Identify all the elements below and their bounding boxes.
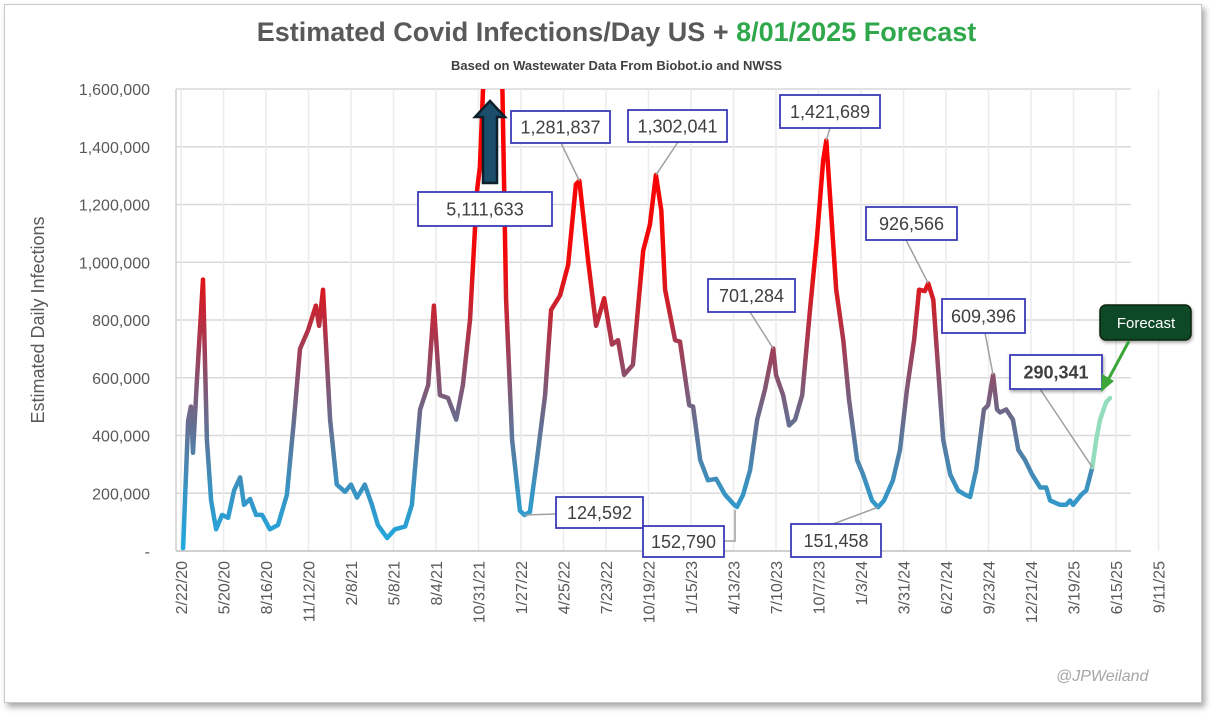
- title-main: Estimated Covid Infections/Day US +: [256, 17, 737, 47]
- y-tick-label: 1,000,000: [79, 255, 150, 272]
- forecast-callout-box: [1099, 304, 1192, 341]
- annotation-label: 5,111,633: [446, 200, 523, 220]
- x-tick-label: 12/21/24: [1024, 561, 1041, 623]
- forecast-arrow-shaft: [1106, 340, 1131, 381]
- annotation-label: 701,284: [719, 286, 784, 306]
- y-tick-label: 1,600,000: [79, 82, 150, 99]
- annotation-callout: 151,458: [790, 523, 882, 558]
- annotation-label: 1,302,041: [637, 117, 717, 137]
- x-tick-label: 9/11/25: [1152, 561, 1169, 613]
- x-tick-label: 5/20/20: [217, 561, 234, 614]
- x-tick-label: 11/12/20: [302, 561, 319, 622]
- annotation-callout: 701,284: [707, 278, 796, 313]
- forecast-callout-label: Forecast: [1117, 315, 1176, 332]
- annotation-box: [779, 94, 881, 129]
- x-tick-label: 1/15/23: [684, 561, 701, 614]
- annotation-label: 152,790: [651, 532, 716, 552]
- annotation-label: 124,592: [567, 503, 632, 523]
- y-tick-label: 200,000: [92, 486, 150, 503]
- chart-subtitle: Based on Wastewater Data From Biobot.io …: [450, 58, 783, 73]
- series-line-actual: [180, 89, 1095, 551]
- annotation-callout: 1,421,689: [779, 94, 881, 129]
- annotation-leader-line: [724, 509, 736, 542]
- annotation-callout: 1,302,041: [627, 109, 728, 143]
- annotation-callout: 124,592: [555, 496, 644, 529]
- annotation-callout: 1,281,837: [510, 110, 611, 144]
- x-tick-label: 1/3/24: [854, 561, 871, 606]
- y-tick-label: 1,200,000: [79, 198, 150, 215]
- annotation-leader-line: [905, 239, 929, 284]
- annotation-box: [510, 110, 611, 144]
- y-tick-label: 1,400,000: [79, 140, 150, 157]
- x-tick-label: 9/23/24: [982, 561, 999, 614]
- annotation-box: [627, 109, 728, 143]
- chart-title: Estimated Covid Infections/Day US + 8/01…: [0, 17, 1213, 48]
- x-tick-label: 6/15/25: [1109, 561, 1126, 614]
- forecast-callout: Forecast: [1099, 304, 1192, 341]
- annotation-box: [417, 191, 553, 227]
- annotation-callout: 290,341: [1009, 354, 1103, 390]
- annotation-leader-line: [1039, 388, 1093, 468]
- annotation-leader-line: [825, 127, 831, 141]
- axes: - 200,000 400,000 600,000 800,000 1,000,000 1,…: [79, 82, 1169, 623]
- annotation-callout: 609,396: [941, 298, 1026, 334]
- annotation-leader-line: [560, 142, 581, 182]
- annotation-box: [707, 278, 796, 313]
- annotation-label: 609,396: [951, 307, 1016, 327]
- annotation-box: [865, 206, 958, 241]
- x-tick-label: 2/22/20: [174, 561, 191, 614]
- title-forecast: 8/01/2025 Forecast: [736, 17, 977, 47]
- x-tick-label: 4/13/23: [727, 561, 744, 614]
- series-lines: [180, 89, 1113, 551]
- x-tick-label: 1/27/22: [514, 561, 531, 614]
- annotation-leader-line: [655, 141, 679, 176]
- annotation-leader-line: [749, 311, 774, 349]
- annotation-box: [790, 523, 882, 558]
- off-scale-up-arrow-icon: [472, 99, 508, 185]
- annotation-callout: 152,790: [642, 525, 725, 558]
- x-tick-label: 8/4/21: [429, 561, 446, 606]
- x-tick-label: 7/23/22: [599, 561, 616, 614]
- series-line-forecast: [1090, 395, 1113, 470]
- annotation-callout: 926,566: [865, 206, 958, 241]
- x-tick-label: 5/8/21: [387, 561, 404, 606]
- x-tick-label: 6/27/24: [939, 561, 956, 614]
- annotations: 5,111,633 1,281,837 1,302,041 1,421,689 701,…: [417, 94, 1192, 558]
- y-tick-label: 600,000: [92, 371, 150, 388]
- y-tick-label: -: [145, 544, 150, 561]
- x-tick-label: 8/16/20: [259, 561, 276, 614]
- y-tick-label: 800,000: [92, 313, 150, 330]
- annotation-leader-line: [984, 332, 994, 376]
- annotation-box: [555, 496, 644, 529]
- y-axis-title: Estimated Daily Infections: [28, 216, 48, 423]
- annotation-box: [1009, 354, 1103, 390]
- annotation-label: 151,458: [803, 531, 868, 551]
- x-tick-label: 10/7/23: [812, 561, 829, 614]
- annotation-label: 290,341: [1023, 363, 1088, 383]
- annotation-callout: 5,111,633: [417, 191, 553, 227]
- forecast-arrow-head-icon: [1101, 374, 1114, 392]
- annotation-label: 1,421,689: [790, 102, 870, 122]
- watermark: @JPWeiland: [1056, 668, 1149, 685]
- x-tick-label: 7/10/23: [769, 561, 786, 614]
- annotation-label: 926,566: [879, 214, 944, 234]
- x-tick-label: 4/25/22: [557, 561, 574, 614]
- x-tick-label: 2/8/21: [344, 561, 361, 606]
- annotation-box: [642, 525, 725, 558]
- annotation-label: 1,281,837: [520, 118, 600, 138]
- x-tick-label: 10/31/21: [472, 561, 489, 623]
- x-tick-label: 3/19/25: [1067, 561, 1084, 614]
- annotation-box: [941, 298, 1026, 334]
- annotation-leader-line: [524, 513, 557, 516]
- x-tick-label: 10/19/22: [642, 561, 659, 623]
- x-tick-label: 3/31/24: [897, 561, 914, 614]
- y-tick-label: 400,000: [92, 429, 150, 446]
- annotation-leader-line: [832, 506, 879, 525]
